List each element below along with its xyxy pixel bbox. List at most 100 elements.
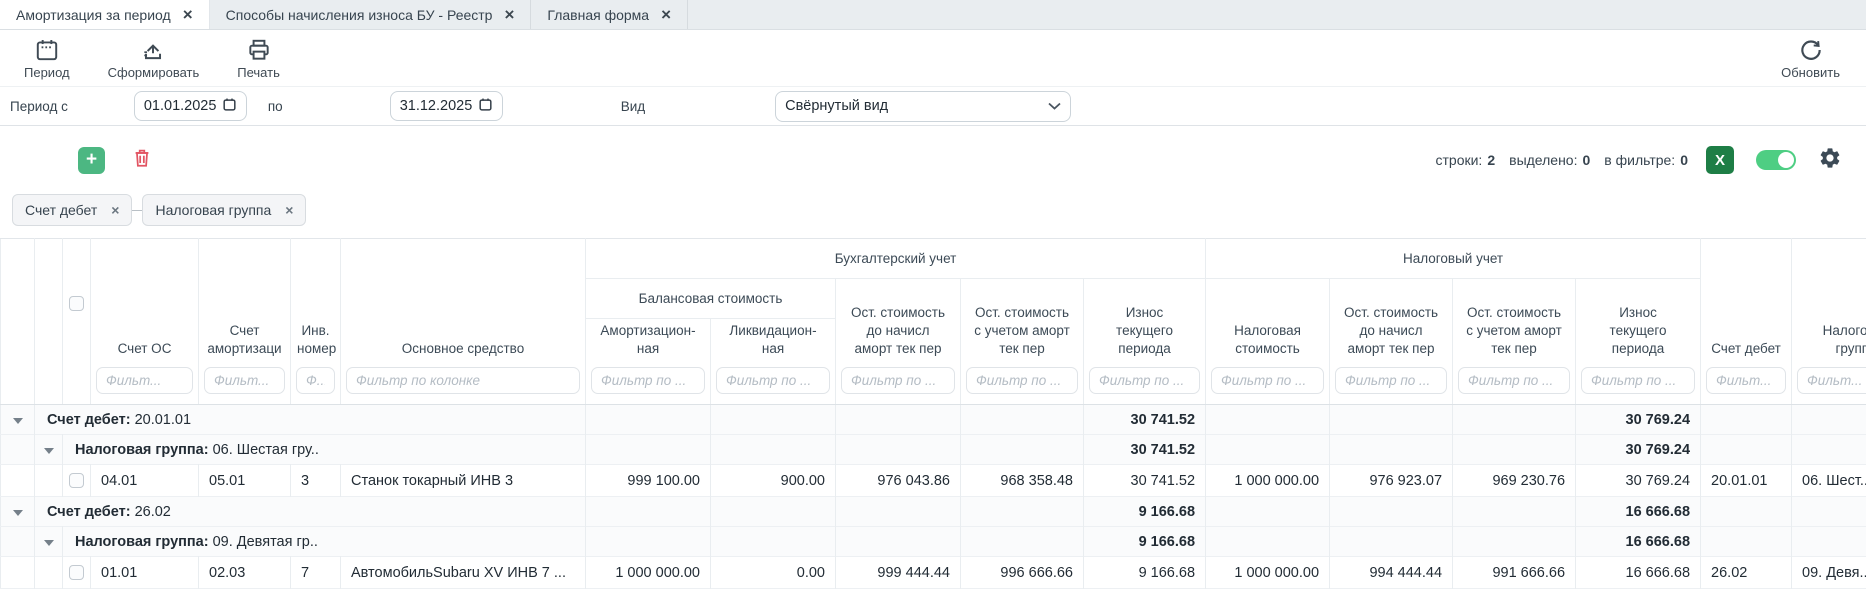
collapse-arrow-icon[interactable] xyxy=(43,539,54,546)
row-checkbox[interactable] xyxy=(69,473,84,489)
period-to-input[interactable] xyxy=(399,98,476,114)
col-liquid-cost[interactable]: Ликвидацион- ная xyxy=(710,318,836,367)
view-select[interactable]: Свёрнутый вид xyxy=(775,90,1072,122)
group-row-debit-20-01-01[interactable]: Счет дебет: 20.01.01 30 741.52 30 769.24 xyxy=(0,404,1866,435)
tab-close-icon[interactable]: × xyxy=(661,5,672,24)
rows-count-label: строки: xyxy=(1435,152,1483,168)
cell-depr-current-tax-total: 16 666.68 xyxy=(1575,526,1702,557)
col-amort-cost[interactable]: Амортизацион- ная xyxy=(585,318,711,367)
row-checkbox[interactable] xyxy=(69,565,84,581)
col-resid-before-tax[interactable]: Ост. стоимость до начисл аморт тек пер xyxy=(1329,278,1454,367)
cell-resid-before-tax: 976 923.07 xyxy=(1329,464,1454,497)
cell-depr-current-tax: 30 769.24 xyxy=(1575,464,1702,497)
filter-resid-before-acc[interactable] xyxy=(841,366,955,394)
filter-debit-account[interactable] xyxy=(1706,366,1787,394)
col-debit-account[interactable]: Счет дебет xyxy=(1700,238,1793,367)
cell-inv-number: 7 xyxy=(290,556,341,589)
filter-resid-after-acc[interactable] xyxy=(966,366,1078,394)
col-resid-before-acc[interactable]: Ост. стоимость до начисл аморт тек пер xyxy=(835,278,961,367)
filter-tax-cost[interactable] xyxy=(1211,366,1325,394)
selected-count-label: выделено: xyxy=(1509,152,1578,168)
filter-amort-cost[interactable] xyxy=(591,366,705,394)
calendar-icon[interactable] xyxy=(478,97,493,115)
chip-debit-account[interactable]: Счет дебет × xyxy=(12,194,133,226)
add-row-button[interactable]: + xyxy=(78,146,105,174)
filter-depr-current-tax[interactable] xyxy=(1581,366,1696,394)
selected-count-value: 0 xyxy=(1582,152,1591,168)
col-depr-current-acc[interactable]: Износ текущего периода xyxy=(1083,278,1207,367)
cell-account-depr: 02.03 xyxy=(198,556,291,589)
filter-account-os[interactable] xyxy=(96,366,193,394)
cell-depr-current-acc-total: 9 166.68 xyxy=(1083,496,1207,527)
group-row-taxgroup-09[interactable]: Налоговая группа: 09. Девятая гр.. 9 166… xyxy=(0,526,1866,557)
cell-resid-after-acc: 996 666.66 xyxy=(960,556,1084,589)
col-asset[interactable]: Основное средство xyxy=(340,238,586,367)
export-excel-button[interactable]: X xyxy=(1706,146,1734,174)
filter-resid-before-tax[interactable] xyxy=(1335,366,1448,394)
generate-button-label: Сформировать xyxy=(107,64,200,80)
print-button-label: Печать xyxy=(237,64,280,80)
generate-button[interactable]: Сформировать xyxy=(107,37,200,80)
col-resid-after-acc[interactable]: Ост. стоимость с учетом аморт тек пер xyxy=(960,278,1084,367)
cell-account-depr: 05.01 xyxy=(198,464,291,497)
chip-close-icon[interactable]: × xyxy=(111,202,120,218)
period-button-label: Период xyxy=(24,64,70,80)
tab-main-form[interactable]: Главная форма × xyxy=(531,0,689,29)
infilter-count-label: в фильтре: xyxy=(1604,152,1676,168)
data-row-stanok[interactable]: 04.01 05.01 3 Станок токарный ИНВ 3 999 … xyxy=(0,464,1866,497)
cell-debit-account: 26.02 xyxy=(1700,556,1793,589)
tab-wear-methods-registry[interactable]: Способы начисления износа БУ - Реестр × xyxy=(210,0,532,29)
tab-close-icon[interactable]: × xyxy=(182,5,193,24)
group-row-taxgroup-06[interactable]: Налоговая группа: 06. Шестая гру.. 30 74… xyxy=(0,434,1866,465)
period-to-label: по xyxy=(267,98,283,114)
group-row-title: Налоговая группа: 06. Шестая гру.. xyxy=(62,434,586,465)
grid-mode-toggle[interactable] xyxy=(1756,150,1796,170)
chip-tax-group[interactable]: Налоговая группа × xyxy=(142,194,307,226)
chevron-down-icon xyxy=(1048,98,1061,114)
col-inv-number[interactable]: Инв. номер xyxy=(290,238,341,367)
col-tax-group[interactable]: Налоговая группа xyxy=(1791,238,1866,367)
filter-inv-number[interactable] xyxy=(296,366,335,394)
collapse-arrow-icon[interactable] xyxy=(12,509,23,516)
cell-depr-current-tax-total: 16 666.68 xyxy=(1575,496,1702,527)
group-header-balance-cost: Балансовая стоимость xyxy=(585,278,836,319)
select-all-checkbox[interactable] xyxy=(69,295,84,311)
gear-icon xyxy=(1818,146,1842,175)
col-tax-cost[interactable]: Налоговая стоимость xyxy=(1205,278,1331,367)
cell-resid-before-tax: 994 444.44 xyxy=(1329,556,1454,589)
col-account-depr[interactable]: Счет амортизаци xyxy=(198,238,291,367)
tab-depreciation-period[interactable]: Амортизация за период × xyxy=(0,0,210,29)
cell-depr-current-acc-total: 30 741.52 xyxy=(1083,404,1207,435)
calendar-icon[interactable] xyxy=(222,97,237,115)
collapse-arrow-icon[interactable] xyxy=(43,447,54,454)
cell-liquid-cost: 0.00 xyxy=(710,556,836,589)
data-row-avtomobil[interactable]: 01.01 02.03 7 АвтомобильSubaru XV ИНВ 7 … xyxy=(0,556,1866,589)
col-account-os[interactable]: Счет ОС xyxy=(90,238,199,367)
delete-row-button[interactable] xyxy=(131,146,153,175)
period-button[interactable]: Период xyxy=(24,37,70,80)
cell-depr-current-acc-total: 30 741.52 xyxy=(1083,434,1207,465)
print-button[interactable]: Печать xyxy=(237,37,280,80)
cell-amort-cost: 999 100.00 xyxy=(585,464,711,497)
filter-depr-current-acc[interactable] xyxy=(1089,366,1201,394)
collapse-arrow-icon[interactable] xyxy=(12,417,23,424)
filter-tax-group[interactable] xyxy=(1797,366,1866,394)
col-depr-current-tax[interactable]: Износ текущего периода xyxy=(1575,278,1702,367)
chip-close-icon[interactable]: × xyxy=(285,202,294,218)
grouping-chips: Счет дебет × Налоговая группа × xyxy=(0,194,1866,238)
filter-resid-after-tax[interactable] xyxy=(1458,366,1571,394)
group-row-title: Счет дебет: 20.01.01 xyxy=(34,404,586,435)
filter-liquid-cost[interactable] xyxy=(716,366,830,394)
refresh-button[interactable]: Обновить xyxy=(1781,37,1840,80)
period-from-input[interactable] xyxy=(143,98,220,114)
group-row-debit-26-02[interactable]: Счет дебет: 26.02 9 166.68 16 666.68 xyxy=(0,496,1866,527)
col-resid-after-tax[interactable]: Ост. стоимость с учетом аморт тек пер xyxy=(1452,278,1577,367)
period-from-label: Период с xyxy=(10,98,68,114)
grid-settings-button[interactable] xyxy=(1818,146,1842,175)
group-header-accounting: Бухгалтерский учет xyxy=(585,238,1207,279)
filter-account-depr[interactable] xyxy=(204,366,285,394)
tab-close-icon[interactable]: × xyxy=(504,5,515,24)
cell-depr-current-tax-total: 30 769.24 xyxy=(1575,404,1702,435)
filter-asset[interactable] xyxy=(346,366,580,394)
toggle-knob xyxy=(1778,152,1794,168)
